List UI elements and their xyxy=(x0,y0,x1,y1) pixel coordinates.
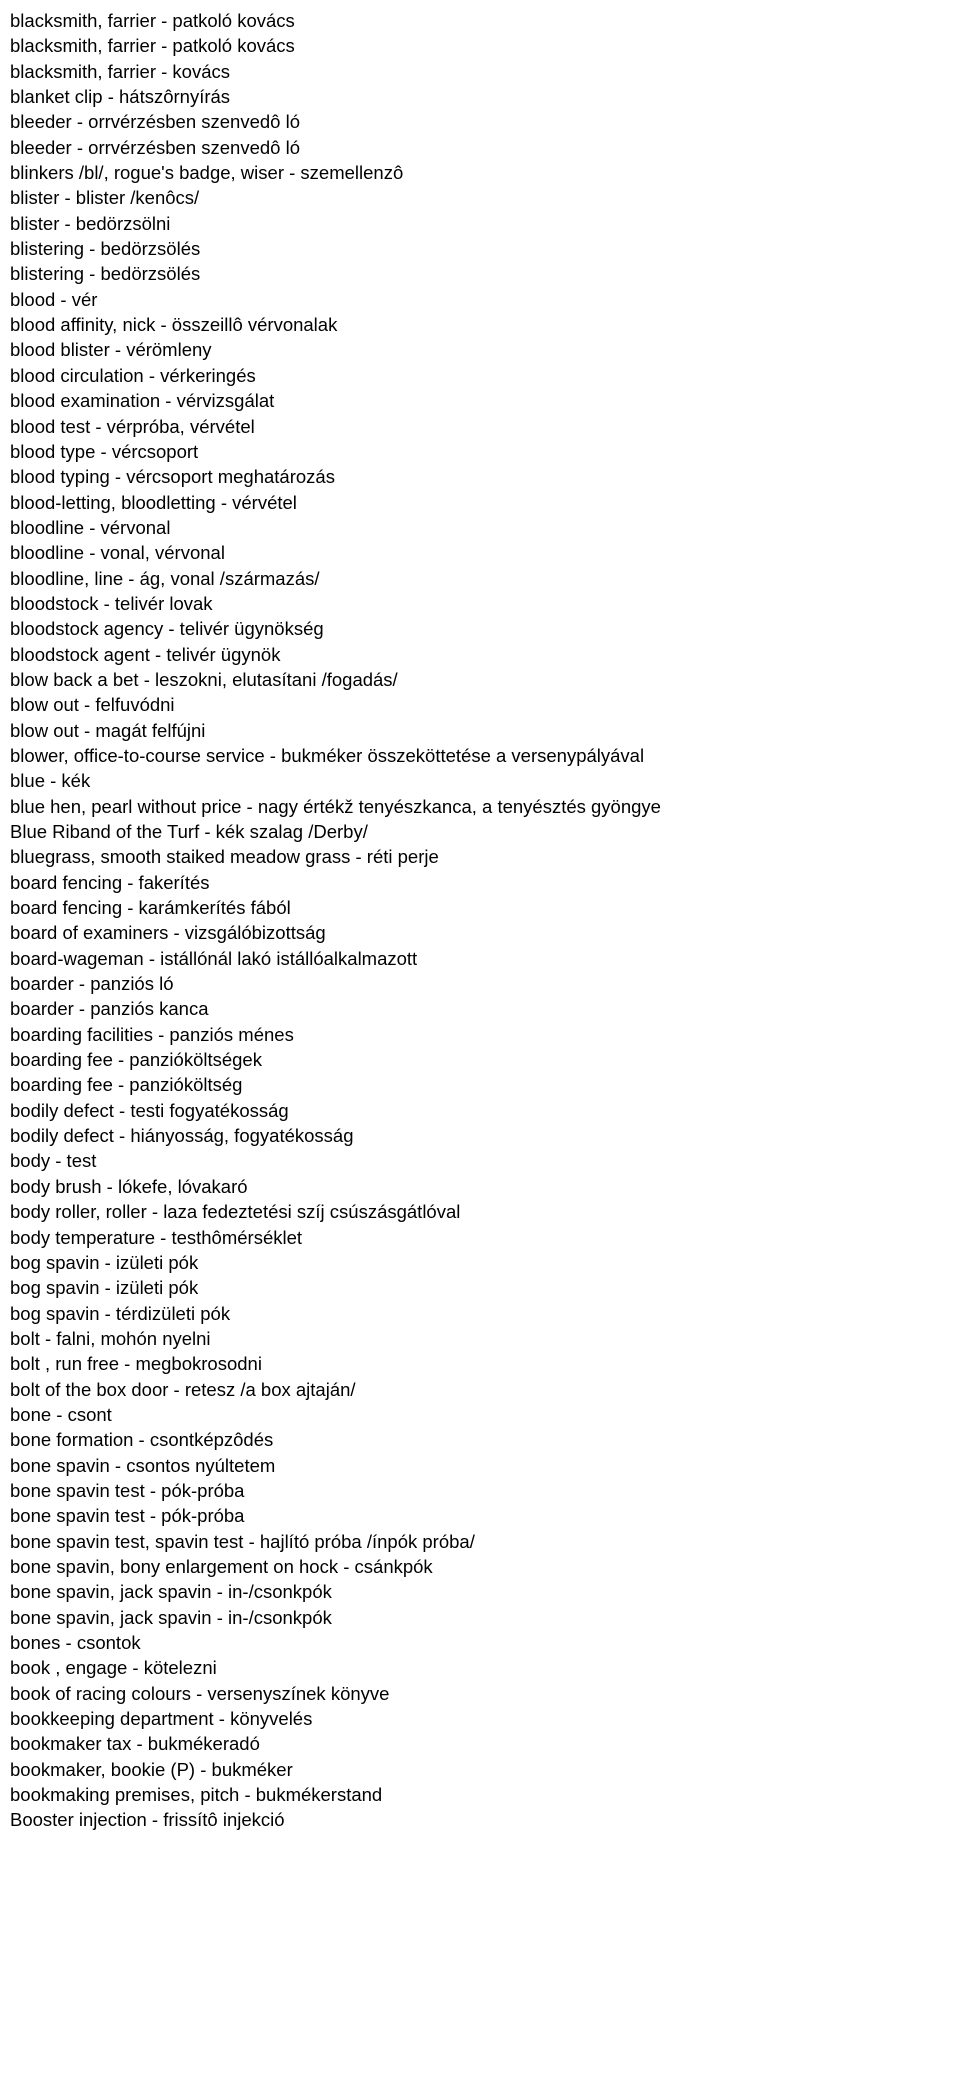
glossary-entry: boarder - panziós kanca xyxy=(10,996,950,1021)
glossary-entry: bookmaking premises, pitch - bukmékersta… xyxy=(10,1782,950,1807)
glossary-entry: bolt of the box door - retesz /a box ajt… xyxy=(10,1377,950,1402)
glossary-entry: bloodstock - telivér lovak xyxy=(10,591,950,616)
glossary-entry: bone spavin - csontos nyúltetem xyxy=(10,1453,950,1478)
glossary-entry: bloodline - vonal, vérvonal xyxy=(10,540,950,565)
glossary-list: blacksmith, farrier - patkoló kovácsblac… xyxy=(10,8,950,1833)
glossary-entry: bloodline, line - ág, vonal /származás/ xyxy=(10,566,950,591)
glossary-entry: book , engage - kötelezni xyxy=(10,1655,950,1680)
glossary-entry: blacksmith, farrier - patkoló kovács xyxy=(10,33,950,58)
glossary-entry: bone spavin test, spavin test - hajlító … xyxy=(10,1529,950,1554)
glossary-entry: board of examiners - vizsgálóbizottság xyxy=(10,920,950,945)
glossary-entry: bodily defect - testi fogyatékosság xyxy=(10,1098,950,1123)
glossary-entry: blood typing - vércsoport meghatározás xyxy=(10,464,950,489)
glossary-entry: blood test - vérpróba, vérvétel xyxy=(10,414,950,439)
glossary-entry: bolt , run free - megbokrosodni xyxy=(10,1351,950,1376)
glossary-entry: blinkers /bl/, rogue's badge, wiser - sz… xyxy=(10,160,950,185)
glossary-entry: blister - bedörzsölni xyxy=(10,211,950,236)
glossary-entry: blue - kék xyxy=(10,768,950,793)
glossary-entry: blue hen, pearl without price - nagy ért… xyxy=(10,794,950,819)
glossary-entry: blood-letting, bloodletting - vérvétel xyxy=(10,490,950,515)
glossary-entry: bloodline - vérvonal xyxy=(10,515,950,540)
glossary-entry: board fencing - fakerítés xyxy=(10,870,950,895)
glossary-entry: blood blister - vérömleny xyxy=(10,337,950,362)
glossary-entry: bookmaker, bookie (P) - bukméker xyxy=(10,1757,950,1782)
glossary-entry: boarder - panziós ló xyxy=(10,971,950,996)
glossary-entry: blower, office-to-course service - bukmé… xyxy=(10,743,950,768)
glossary-entry: bog spavin - izületi pók xyxy=(10,1250,950,1275)
glossary-entry: blood affinity, nick - összeillô vérvona… xyxy=(10,312,950,337)
glossary-entry: blood examination - vérvizsgálat xyxy=(10,388,950,413)
glossary-entry: body roller, roller - laza fedeztetési s… xyxy=(10,1199,950,1224)
glossary-entry: blanket clip - hátszôrnyírás xyxy=(10,84,950,109)
glossary-entry: bloodstock agent - telivér ügynök xyxy=(10,642,950,667)
glossary-entry: blistering - bedörzsölés xyxy=(10,261,950,286)
glossary-entry: blood type - vércsoport xyxy=(10,439,950,464)
glossary-entry: boarding fee - panzióköltség xyxy=(10,1072,950,1097)
glossary-entry: body brush - lókefe, lóvakaró xyxy=(10,1174,950,1199)
glossary-entry: bone formation - csontképzôdés xyxy=(10,1427,950,1452)
glossary-entry: blood circulation - vérkeringés xyxy=(10,363,950,388)
glossary-entry: bone spavin test - pók-próba xyxy=(10,1503,950,1528)
glossary-entry: bodily defect - hiányosság, fogyatékossá… xyxy=(10,1123,950,1148)
glossary-entry: bolt - falni, mohón nyelni xyxy=(10,1326,950,1351)
glossary-entry: bone spavin, jack spavin - in-/csonkpók xyxy=(10,1579,950,1604)
glossary-entry: bookmaker tax - bukmékeradó xyxy=(10,1731,950,1756)
glossary-entry: bog spavin - izületi pók xyxy=(10,1275,950,1300)
glossary-entry: blood - vér xyxy=(10,287,950,312)
glossary-entry: book of racing colours - versenyszínek k… xyxy=(10,1681,950,1706)
glossary-entry: bookkeeping department - könyvelés xyxy=(10,1706,950,1731)
glossary-entry: bog spavin - térdizületi pók xyxy=(10,1301,950,1326)
glossary-entry: blister - blister /kenôcs/ xyxy=(10,185,950,210)
glossary-entry: bones - csontok xyxy=(10,1630,950,1655)
glossary-entry: bone spavin, jack spavin - in-/csonkpók xyxy=(10,1605,950,1630)
glossary-entry: bluegrass, smooth staiked meadow grass -… xyxy=(10,844,950,869)
glossary-entry: Booster injection - frissítô injekció xyxy=(10,1807,950,1832)
glossary-entry: boarding facilities - panziós ménes xyxy=(10,1022,950,1047)
glossary-entry: body temperature - testhômérséklet xyxy=(10,1225,950,1250)
glossary-entry: bone spavin test - pók-próba xyxy=(10,1478,950,1503)
glossary-entry: blacksmith, farrier - patkoló kovács xyxy=(10,8,950,33)
glossary-entry: bone spavin, bony enlargement on hock - … xyxy=(10,1554,950,1579)
glossary-entry: blow out - felfuvódni xyxy=(10,692,950,717)
glossary-entry: boarding fee - panzióköltségek xyxy=(10,1047,950,1072)
glossary-entry: Blue Riband of the Turf - kék szalag /De… xyxy=(10,819,950,844)
glossary-entry: bloodstock agency - telivér ügynökség xyxy=(10,616,950,641)
glossary-entry: bleeder - orrvérzésben szenvedô ló xyxy=(10,109,950,134)
glossary-entry: blistering - bedörzsölés xyxy=(10,236,950,261)
glossary-entry: blow back a bet - leszokni, elutasítani … xyxy=(10,667,950,692)
glossary-entry: bleeder - orrvérzésben szenvedô ló xyxy=(10,135,950,160)
glossary-entry: blacksmith, farrier - kovács xyxy=(10,59,950,84)
glossary-entry: blow out - magát felfújni xyxy=(10,718,950,743)
glossary-entry: body - test xyxy=(10,1148,950,1173)
glossary-entry: board-wageman - istállónál lakó istállóa… xyxy=(10,946,950,971)
glossary-entry: bone - csont xyxy=(10,1402,950,1427)
glossary-entry: board fencing - karámkerítés fából xyxy=(10,895,950,920)
